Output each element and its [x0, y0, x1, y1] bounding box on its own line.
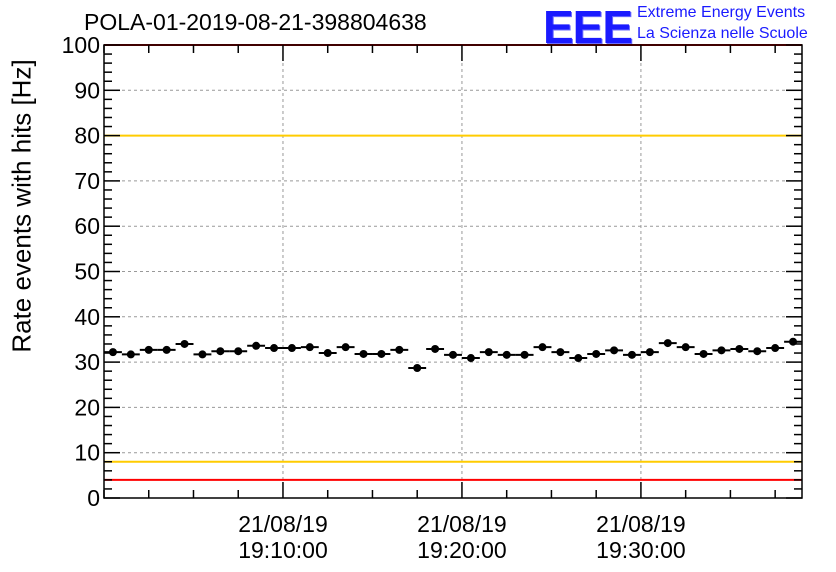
data-point [502, 350, 511, 359]
x-tick-label-date: 21/08/19 [417, 511, 507, 537]
y-tick-label: 70 [74, 168, 100, 194]
data-point [108, 348, 117, 357]
data-point [574, 354, 583, 363]
data-point [556, 348, 565, 357]
data-point [753, 347, 762, 356]
grid-layer [104, 45, 802, 498]
data-point [520, 350, 529, 359]
data-point [627, 350, 636, 359]
data-point [413, 363, 422, 372]
data-point [645, 348, 654, 357]
data-point [126, 350, 135, 359]
data-point [431, 344, 440, 353]
data-point [198, 350, 207, 359]
data-point [735, 344, 744, 353]
y-tick-label: 100 [62, 32, 100, 58]
data-points-layer [104, 337, 802, 372]
data-point [377, 349, 386, 358]
data-point [144, 345, 153, 354]
data-point [341, 343, 350, 352]
y-tick-label: 90 [74, 77, 100, 103]
y-tick-label: 30 [74, 349, 100, 375]
data-point [610, 346, 619, 355]
x-tick-label-time: 19:30:00 [596, 537, 686, 563]
data-point [180, 339, 189, 348]
y-tick-label: 80 [74, 123, 100, 149]
logo-subtitle-line1: Extreme Energy Events [637, 4, 806, 21]
axes-layer: 010203040506070809010021/08/1919:10:0021… [62, 32, 803, 563]
data-point [305, 343, 314, 352]
y-axis-label: Rate events with hits [Hz] [6, 59, 37, 353]
data-point [681, 343, 690, 352]
data-point [234, 347, 243, 356]
data-point [466, 354, 475, 363]
data-point [270, 344, 279, 353]
data-point [359, 349, 368, 358]
y-tick-label: 40 [74, 304, 100, 330]
eee-logo: EEE [543, 1, 633, 53]
data-point [663, 339, 672, 348]
y-tick-label: 60 [74, 213, 100, 239]
data-point [699, 349, 708, 358]
x-tick-label-date: 21/08/19 [596, 511, 686, 537]
data-point [538, 343, 547, 352]
y-tick-label: 0 [87, 485, 100, 511]
reference-lines [104, 44, 802, 481]
data-point [395, 345, 404, 354]
y-tick-label: 50 [74, 259, 100, 285]
data-point [449, 350, 457, 359]
data-point [592, 349, 601, 358]
data-point [162, 345, 171, 354]
data-point [252, 341, 261, 350]
logo-subtitle-line2: La Scienza nelle Scuole [637, 25, 808, 42]
chart-title: POLA-01-2019-08-21-398804638 [84, 9, 427, 35]
data-point [216, 347, 225, 356]
data-point [287, 344, 296, 353]
x-tick-label-date: 21/08/19 [238, 511, 328, 537]
data-point [323, 349, 332, 358]
data-point [771, 344, 780, 353]
x-tick-label-time: 19:20:00 [417, 537, 507, 563]
y-tick-label: 10 [74, 440, 100, 466]
data-point [717, 346, 726, 355]
x-tick-label-time: 19:10:00 [238, 537, 328, 563]
y-tick-label: 20 [74, 394, 100, 420]
data-point [484, 348, 493, 357]
